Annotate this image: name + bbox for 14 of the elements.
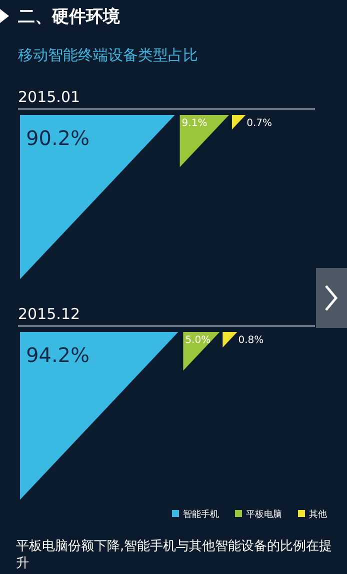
- data-label: 94.2%: [26, 343, 90, 367]
- data-label: 9.1%: [182, 118, 208, 129]
- data-label: 0.7%: [246, 118, 272, 129]
- text: 二、硬件环境: [18, 7, 120, 27]
- data-label: 0.8%: [238, 335, 264, 346]
- category-label: 2015.12: [18, 305, 80, 323]
- legend-label: 智能手机: [183, 509, 219, 520]
- data-label: 90.2%: [26, 126, 90, 150]
- category-label: 2015.01: [18, 88, 80, 106]
- legend-label: 平板电脑: [246, 509, 282, 520]
- data-label: 5.0%: [185, 335, 211, 346]
- text: 移动智能终端设备类型占比: [18, 46, 198, 64]
- text: 平板电脑份额下降,智能手机与其他智能设备的比例在提升: [16, 539, 332, 571]
- legend-label: 其他: [309, 509, 327, 520]
